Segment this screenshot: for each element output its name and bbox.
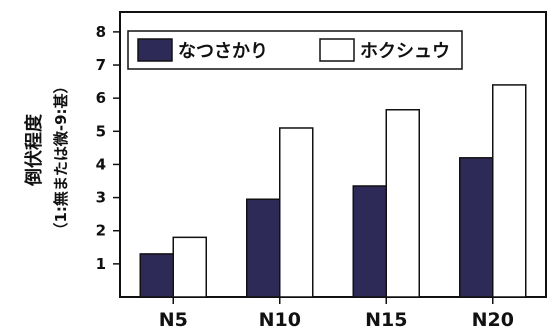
y-axis-subtitle: （1:無または微-9:甚） bbox=[52, 78, 70, 237]
bar-N10-series-1 bbox=[246, 198, 281, 298]
x-tick-label: N20 bbox=[472, 309, 514, 331]
bars-layer: N5 N10 N15 N20 bbox=[139, 84, 527, 331]
y-tick-label: 4 bbox=[96, 155, 106, 173]
x-tick-label: N15 bbox=[365, 309, 407, 331]
axes-layer: 1 2 3 4 5 6 7 8 bbox=[96, 11, 547, 298]
bar-N10-series-2 bbox=[279, 127, 314, 298]
plot-frame bbox=[119, 11, 547, 298]
bar-N5-series-2 bbox=[172, 236, 207, 298]
legend-box bbox=[127, 30, 463, 70]
bar-N15-series-2 bbox=[385, 109, 420, 298]
legend-label: ホクシュウ bbox=[360, 41, 450, 62]
bar-N20-series-2 bbox=[492, 84, 527, 298]
y-tick-label: 2 bbox=[96, 222, 106, 240]
y-tick-label: 7 bbox=[96, 56, 106, 74]
y-axis-title-group: 倒伏程度 （1:無または微-9:甚） bbox=[23, 78, 70, 237]
legend-label: なつさかり bbox=[178, 41, 268, 62]
legend-swatch bbox=[137, 38, 173, 62]
x-tick-label: N5 bbox=[159, 309, 188, 331]
bar-N5-series-1 bbox=[139, 253, 174, 298]
y-tick-label: 5 bbox=[96, 122, 106, 140]
y-axis-title: 倒伏程度 bbox=[23, 113, 45, 187]
y-tick-label: 6 bbox=[96, 89, 106, 107]
bar-N15-series-1 bbox=[352, 185, 387, 298]
y-tick-label: 8 bbox=[96, 23, 106, 41]
legend-swatch bbox=[319, 38, 355, 62]
bar-N20-series-1 bbox=[459, 157, 494, 298]
x-tick-label: N10 bbox=[259, 309, 301, 331]
legend: なつさかり ホクシュウ bbox=[127, 30, 463, 70]
y-tick-label: 1 bbox=[96, 255, 106, 273]
y-tick-label: 3 bbox=[96, 189, 106, 207]
